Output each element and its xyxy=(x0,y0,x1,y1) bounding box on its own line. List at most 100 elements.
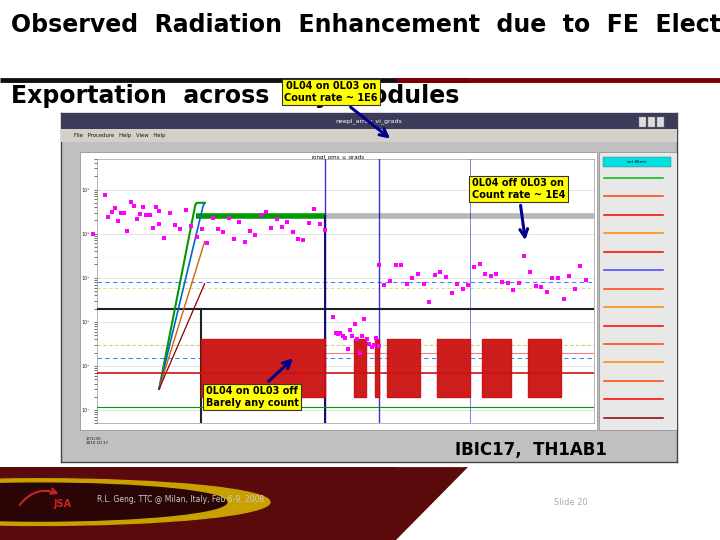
Point xyxy=(196,225,207,233)
Bar xyxy=(603,157,670,167)
Point xyxy=(119,208,130,217)
Bar xyxy=(80,152,597,430)
Point xyxy=(332,330,343,339)
Point xyxy=(361,334,372,343)
Point xyxy=(401,280,413,289)
Point xyxy=(356,332,368,340)
Point xyxy=(140,211,152,220)
Point xyxy=(366,342,377,351)
Text: File   Procedure   Help   View   Help: File Procedure Help View Help xyxy=(73,133,165,138)
Circle shape xyxy=(0,483,227,521)
Point xyxy=(518,252,530,260)
Point xyxy=(125,198,136,206)
Text: 0L04 on 0L03 off
Barely any count: 0L04 on 0L03 off Barely any count xyxy=(206,361,298,408)
Point xyxy=(202,239,213,248)
Text: Exportation  across  Cryomodules: Exportation across Cryomodules xyxy=(11,84,459,107)
Point xyxy=(298,235,310,244)
Text: rongl_oms_u_grads: rongl_oms_u_grads xyxy=(312,154,365,160)
Point xyxy=(364,339,375,348)
Point xyxy=(223,213,235,222)
Point xyxy=(513,278,525,287)
Text: IBIC17,  TH1AB1: IBIC17, TH1AB1 xyxy=(455,441,607,459)
Point xyxy=(233,218,245,226)
Point xyxy=(261,208,272,217)
Point xyxy=(271,215,282,224)
Point xyxy=(250,231,261,239)
Point xyxy=(314,219,325,228)
Point xyxy=(552,273,564,282)
Point xyxy=(153,219,165,228)
Point xyxy=(546,273,558,282)
Point xyxy=(373,342,384,351)
Point xyxy=(217,227,229,236)
Point xyxy=(508,286,519,294)
Point xyxy=(339,334,351,342)
Point xyxy=(287,227,299,236)
Point xyxy=(106,208,117,217)
Point xyxy=(308,204,320,213)
Point xyxy=(390,261,401,270)
Point xyxy=(346,332,358,340)
Bar xyxy=(639,117,646,127)
Text: Slide 20: Slide 20 xyxy=(554,497,588,507)
Text: JSA: JSA xyxy=(54,498,72,509)
Point xyxy=(112,217,124,225)
Point xyxy=(147,224,158,232)
Point xyxy=(541,288,552,296)
Text: neepl_array_vi_grads: neepl_array_vi_grads xyxy=(336,119,402,124)
Point xyxy=(536,283,547,292)
Point xyxy=(335,328,346,337)
Point xyxy=(342,345,354,353)
Point xyxy=(575,261,586,270)
Point xyxy=(131,215,143,224)
Point xyxy=(328,313,339,321)
Point xyxy=(384,276,396,285)
Point xyxy=(191,233,202,241)
Bar xyxy=(61,129,677,142)
Point xyxy=(463,281,474,290)
Point xyxy=(164,209,176,218)
Point xyxy=(212,225,224,233)
Point xyxy=(413,269,424,278)
Point xyxy=(429,270,441,279)
Point xyxy=(474,260,485,269)
FancyBboxPatch shape xyxy=(0,467,396,540)
Point xyxy=(207,213,218,222)
Bar xyxy=(61,113,677,129)
Point xyxy=(135,210,146,219)
Text: set filters: set filters xyxy=(627,160,647,164)
Point xyxy=(480,270,491,279)
Point xyxy=(457,285,469,293)
Point xyxy=(524,268,536,276)
Point xyxy=(153,207,165,215)
Point xyxy=(186,222,197,231)
Point xyxy=(569,284,580,293)
Point xyxy=(418,280,429,288)
Point xyxy=(244,227,256,235)
Text: 17/1/30
2010.10.17: 17/1/30 2010.10.17 xyxy=(86,436,109,445)
Point xyxy=(115,208,127,217)
Point xyxy=(468,263,480,272)
Point xyxy=(128,202,140,211)
Point xyxy=(451,280,463,288)
Text: Jefferson Lab: Jefferson Lab xyxy=(616,496,709,509)
Point xyxy=(395,260,407,269)
Point xyxy=(228,234,240,243)
Bar xyxy=(657,117,665,127)
Point xyxy=(303,219,315,227)
Point xyxy=(292,235,304,244)
Point xyxy=(276,223,288,232)
Point xyxy=(109,204,120,213)
Text: 0L04 off 0L03 on
Count rate ~ 1E4: 0L04 off 0L03 on Count rate ~ 1E4 xyxy=(472,178,565,237)
Point xyxy=(359,314,370,323)
Point xyxy=(440,273,451,281)
Point xyxy=(496,278,508,287)
Point xyxy=(349,319,361,328)
Point xyxy=(580,276,592,285)
Point xyxy=(446,288,457,297)
Point xyxy=(502,279,513,287)
Point xyxy=(490,270,502,279)
Text: 0L04 on 0L03 on
Count rate ~ 1E6: 0L04 on 0L03 on Count rate ~ 1E6 xyxy=(284,81,387,137)
Point xyxy=(330,328,341,337)
Point xyxy=(564,272,575,281)
